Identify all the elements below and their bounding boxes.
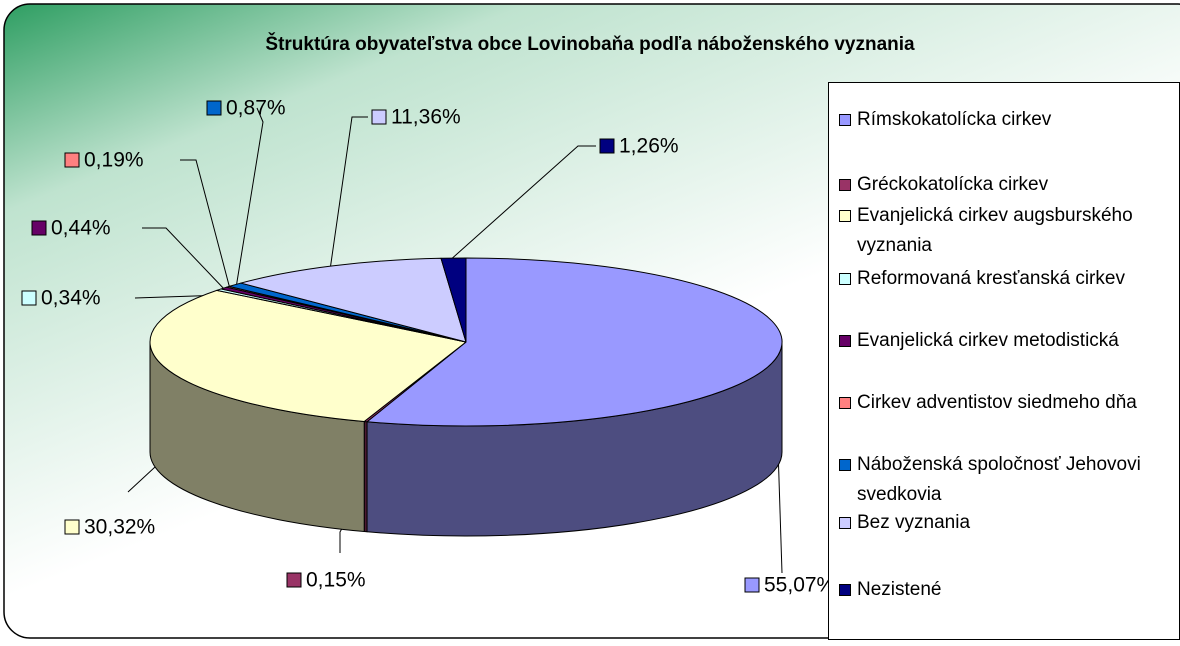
data-label: 1,26% bbox=[619, 135, 679, 158]
legend-label: Evanjelická cirkev augsburského vyznania bbox=[857, 205, 1133, 256]
legend-swatch bbox=[839, 273, 851, 285]
legend-label: Bez vyznania bbox=[857, 512, 971, 533]
legend-label: Náboženská spoločnosť Jehovovi svedkovia bbox=[857, 454, 1141, 505]
chart-title: Štruktúra obyvateľstva obce Lovinobaňa p… bbox=[265, 33, 915, 55]
data-label-swatch bbox=[599, 138, 615, 154]
legend-label: Reformovaná kresťanská cirkev bbox=[857, 268, 1125, 289]
legend-swatch bbox=[839, 517, 851, 529]
legend-item: Rímskokatolícka cirkev bbox=[839, 105, 1174, 135]
data-label-swatch bbox=[64, 519, 80, 535]
data-label: 0,19% bbox=[84, 149, 144, 172]
data-label-swatch bbox=[286, 572, 302, 588]
legend-swatch bbox=[839, 459, 851, 471]
legend-item: Cirkev adventistov siedmeho dňa bbox=[839, 388, 1174, 418]
pie-slice bbox=[149, 289, 467, 423]
data-label: 55,07% bbox=[764, 574, 835, 597]
legend-label: Evanjelická cirkev metodistická bbox=[857, 330, 1119, 351]
legend-item: Náboženská spoločnosť Jehovovi svedkovia bbox=[839, 450, 1174, 510]
legend-item: Gréckokatolícka cirkev bbox=[839, 170, 1174, 200]
data-label: 0,87% bbox=[226, 97, 286, 120]
leader-line bbox=[180, 159, 231, 290]
legend-item: Evanjelická cirkev augsburského vyznania bbox=[839, 201, 1174, 261]
data-label-swatch bbox=[744, 577, 760, 593]
legend-item: Nezistené bbox=[839, 575, 1174, 605]
data-label: 0,34% bbox=[41, 287, 101, 310]
legend-label: Rímskokatolícka cirkev bbox=[857, 109, 1052, 130]
legend-item: Reformovaná kresťanská cirkev bbox=[839, 264, 1174, 294]
legend-label: Gréckokatolícka cirkev bbox=[857, 174, 1049, 195]
data-label: 11,36% bbox=[391, 106, 461, 129]
leader-line bbox=[447, 145, 596, 263]
pie-slice bbox=[240, 257, 467, 343]
legend-item: Evanjelická cirkev metodistická bbox=[839, 326, 1174, 356]
legend-swatch bbox=[839, 114, 851, 126]
legend-item: Bez vyznania bbox=[839, 508, 1174, 538]
legend-label: Cirkev adventistov siedmeho dňa bbox=[857, 392, 1137, 413]
legend-swatch bbox=[839, 335, 851, 347]
legend: Rímskokatolícka cirkev Gréckokatolícka ci… bbox=[828, 82, 1180, 640]
leader-line bbox=[142, 227, 227, 292]
leader-lines bbox=[127, 107, 783, 574]
leader-line bbox=[235, 107, 264, 289]
pie-slice bbox=[366, 257, 783, 427]
data-label-swatch bbox=[206, 100, 222, 116]
legend-swatch bbox=[839, 210, 851, 222]
data-label-swatch bbox=[64, 152, 80, 168]
data-label-swatch bbox=[21, 290, 37, 306]
legend-swatch bbox=[839, 179, 851, 191]
data-label-swatch bbox=[371, 109, 387, 125]
data-label: 0,44% bbox=[51, 217, 111, 240]
pie-slice bbox=[440, 257, 467, 343]
data-label-swatch bbox=[31, 220, 47, 236]
pie bbox=[149, 257, 783, 537]
data-label: 30,32% bbox=[84, 516, 155, 539]
leader-line bbox=[777, 447, 783, 574]
legend-swatch bbox=[839, 584, 851, 596]
legend-label: Nezistené bbox=[857, 579, 942, 600]
leader-line bbox=[329, 116, 368, 271]
legend-swatch bbox=[839, 397, 851, 409]
data-label: 0,15% bbox=[306, 569, 366, 592]
